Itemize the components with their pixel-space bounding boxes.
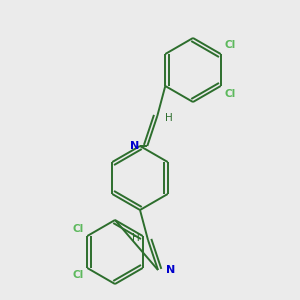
Text: Cl: Cl — [225, 89, 236, 99]
Text: Cl: Cl — [225, 40, 236, 50]
Text: Cl: Cl — [72, 270, 83, 280]
Text: Cl: Cl — [72, 224, 83, 234]
Text: N: N — [130, 141, 139, 151]
Text: H: H — [165, 113, 173, 123]
Text: N: N — [166, 265, 175, 275]
Text: H: H — [132, 233, 140, 243]
